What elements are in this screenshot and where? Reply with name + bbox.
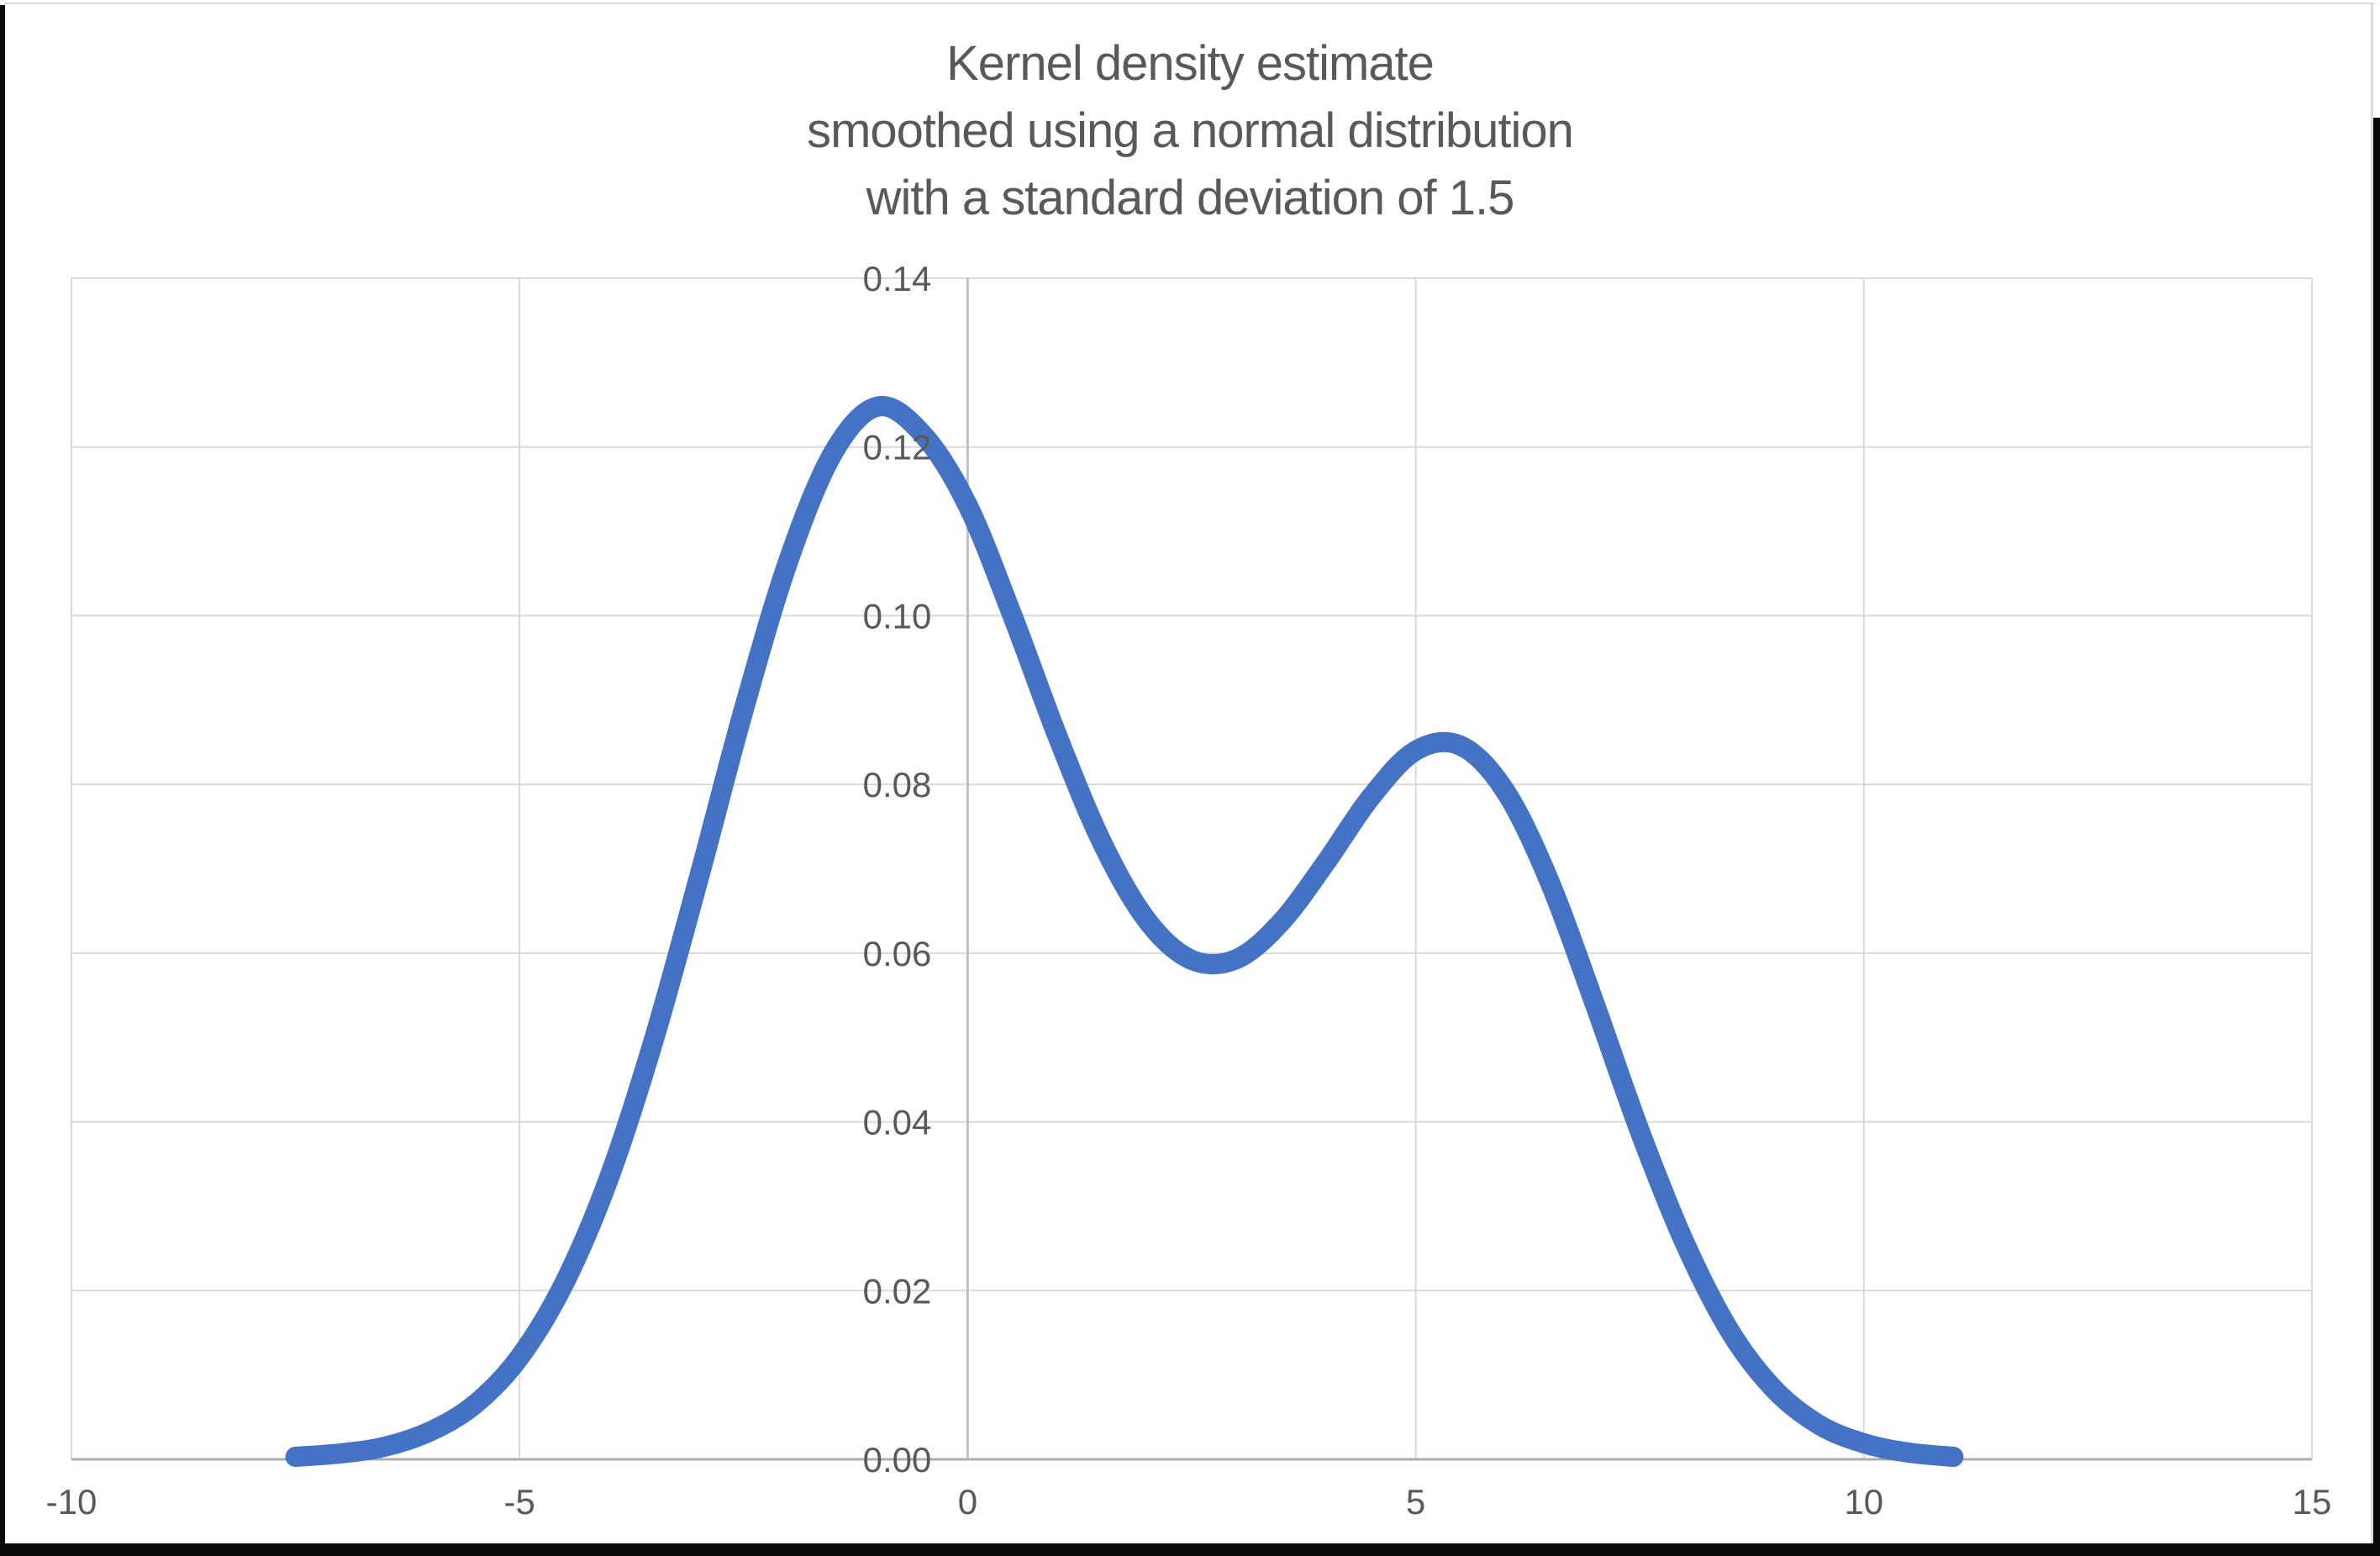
y-tick-label: 0.14 — [863, 259, 932, 298]
y-tick-label: 0.04 — [863, 1103, 932, 1142]
y-tick-label: 0.12 — [863, 428, 932, 467]
chart-title-line-1: Kernel density estimate — [946, 36, 1435, 91]
x-tick-label: 5 — [1406, 1482, 1425, 1522]
screenshot-border-left — [0, 5, 5, 1556]
chart-title: Kernel density estimate smoothed using a… — [0, 30, 2380, 232]
x-tick-label: 15 — [2293, 1482, 2332, 1522]
kde-curve — [285, 396, 1964, 1467]
y-tick-label: 0.00 — [863, 1440, 932, 1480]
x-tick-label: 0 — [958, 1482, 977, 1522]
y-tick-label: 0.06 — [863, 934, 932, 973]
y-tick-label: 0.08 — [863, 765, 932, 804]
x-tick-label: -5 — [504, 1482, 535, 1522]
chart-area-border-top — [5, 3, 2374, 4]
chart-title-line-3: with a standard deviation of 1.5 — [866, 171, 1515, 225]
chart-title-line-2: smoothed using a normal distribution — [807, 103, 1574, 158]
screenshot-border-bottom — [0, 1543, 2380, 1556]
x-tick-label: 10 — [1844, 1482, 1883, 1522]
y-tick-label: 0.02 — [863, 1271, 932, 1311]
y-tick-label: 0.10 — [863, 596, 932, 636]
screenshot-border-right — [2372, 118, 2380, 1556]
chart-area-border-right — [2371, 3, 2373, 1543]
x-tick-label: -10 — [46, 1482, 97, 1522]
